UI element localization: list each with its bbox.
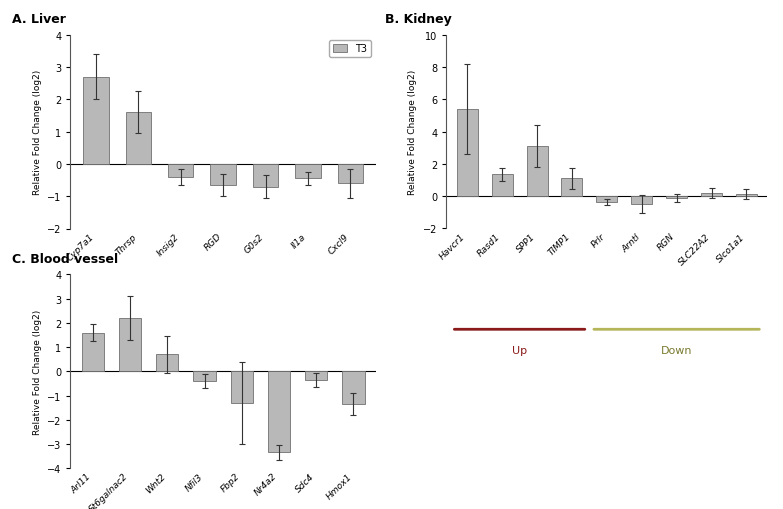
- Bar: [268, 372, 290, 453]
- Bar: [253, 164, 278, 187]
- Bar: [81, 333, 104, 372]
- Y-axis label: Relative Fold Change (log2): Relative Fold Change (log2): [409, 70, 417, 195]
- Bar: [701, 193, 722, 197]
- Bar: [666, 197, 687, 199]
- Bar: [456, 110, 478, 197]
- Text: A. Liver: A. Liver: [13, 13, 67, 26]
- Bar: [83, 77, 109, 164]
- Bar: [342, 372, 365, 404]
- Bar: [736, 194, 757, 197]
- Y-axis label: Relative Fold Change (log2): Relative Fold Change (log2): [33, 309, 41, 434]
- Text: Up: Up: [512, 345, 527, 355]
- Bar: [156, 355, 179, 372]
- Bar: [231, 372, 253, 403]
- Bar: [561, 179, 583, 197]
- Bar: [295, 164, 321, 179]
- Bar: [631, 197, 652, 205]
- Bar: [211, 164, 236, 185]
- Legend: T3: T3: [329, 41, 371, 58]
- Bar: [193, 372, 215, 381]
- Text: Down: Down: [661, 345, 692, 355]
- Text: Down: Down: [250, 345, 281, 355]
- Bar: [492, 175, 513, 197]
- Bar: [597, 197, 617, 203]
- Text: Up: Up: [110, 345, 124, 355]
- Text: C. Blood vessel: C. Blood vessel: [13, 252, 118, 265]
- Bar: [305, 372, 327, 380]
- Bar: [125, 113, 151, 164]
- Bar: [337, 164, 363, 184]
- Bar: [526, 147, 547, 197]
- Bar: [119, 319, 141, 372]
- Text: B. Kidney: B. Kidney: [385, 13, 452, 26]
- Y-axis label: Relative Fold Change (log2): Relative Fold Change (log2): [33, 70, 41, 195]
- Bar: [168, 164, 193, 178]
